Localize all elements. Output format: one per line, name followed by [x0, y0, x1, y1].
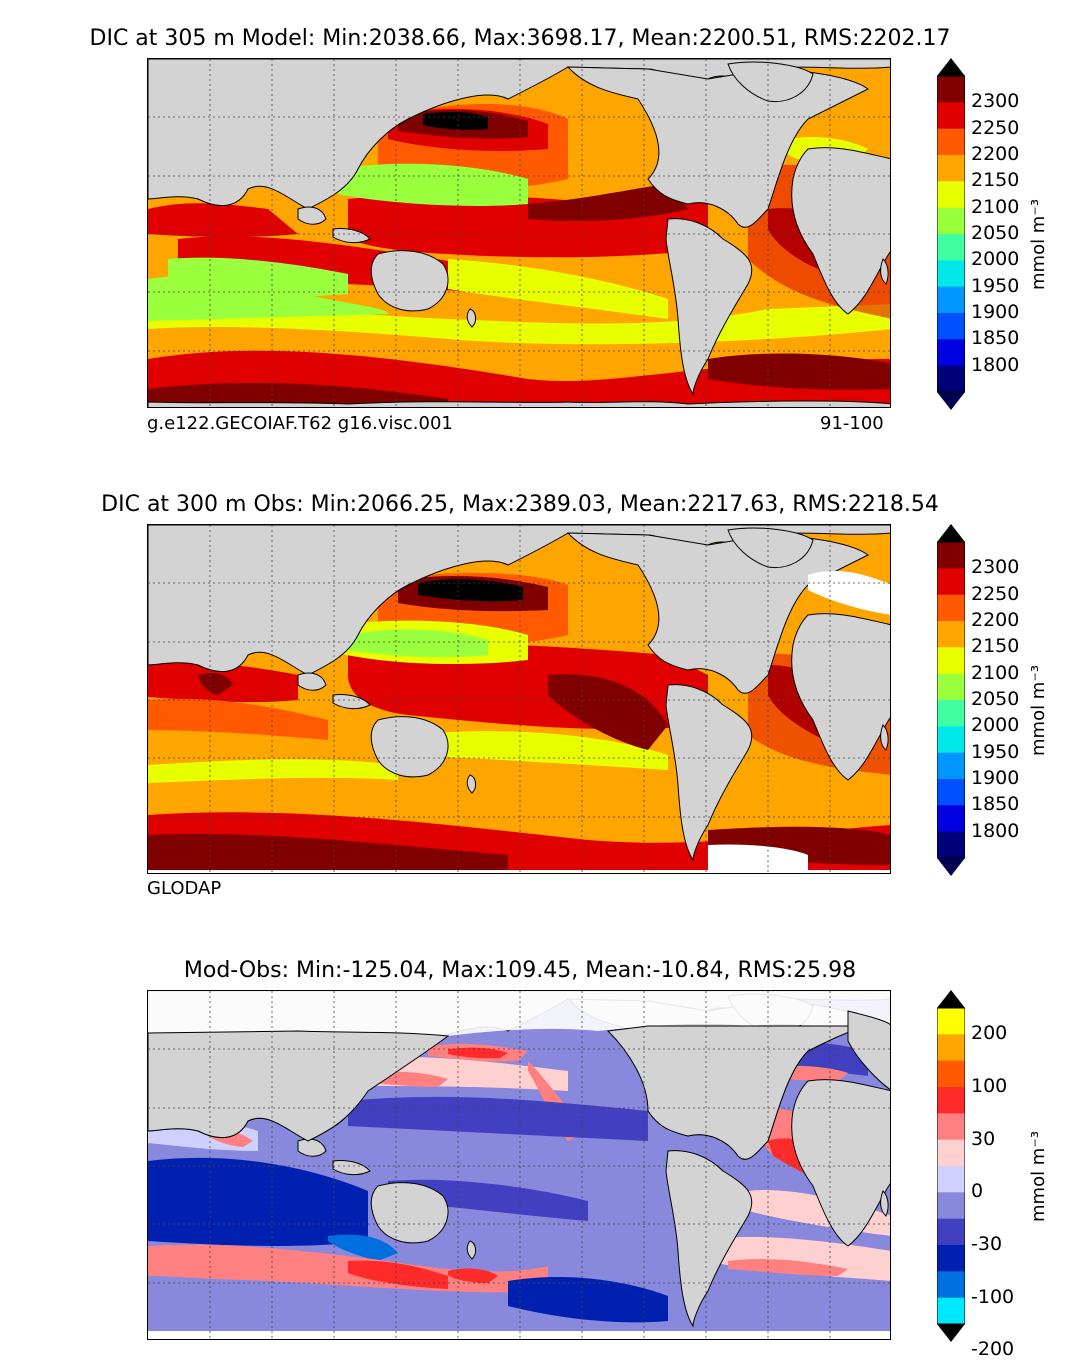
colorbar-swatch [937, 779, 965, 806]
colorbar-diff [936, 990, 966, 1342]
panel-title: DIC at 300 m Obs: Min:2066.25, Max:2389.… [101, 492, 939, 517]
colorbar-tick-label: 2200 [971, 143, 1020, 165]
colorbar-swatch [937, 181, 965, 209]
colorbar-tick-label: 2050 [971, 222, 1020, 244]
colorbar-tick-label: 2100 [971, 661, 1020, 684]
colorbar-over-triangle [937, 58, 965, 76]
colorbar-tick-label: 2000 [971, 248, 1020, 271]
colorbar-swatch [937, 1218, 965, 1246]
colorbar-swatch [937, 1192, 965, 1220]
colorbar-swatch [937, 542, 965, 569]
colorbar-tick-label: 100 [971, 1075, 1008, 1097]
colorbar-tick-label: -30 [971, 1233, 1003, 1255]
colorbar-tick-label: 1850 [971, 327, 1020, 350]
colorbar-swatch [937, 726, 965, 754]
caption-right: 91-100 [820, 413, 884, 434]
colorbar-tick-label: 1950 [971, 740, 1020, 763]
colorbar-tick-label: 2100 [971, 195, 1020, 218]
colorbar-tick-label: 2050 [971, 688, 1020, 710]
colorbar-swatch [937, 128, 965, 156]
colorbar-swatch [937, 1008, 965, 1035]
colorbar-tick-label: 1800 [971, 353, 1020, 376]
colorbar-tick-label: 1800 [971, 819, 1020, 842]
colorbar-swatch [937, 1139, 965, 1167]
colorbar-tick-label: 0 [971, 1180, 984, 1203]
colorbar-tick-label: 2250 [971, 582, 1020, 605]
colorbar-swatch [937, 1271, 965, 1299]
colorbar-tick-label: 1900 [971, 301, 1020, 323]
colorbar-under-triangle [937, 858, 965, 876]
colorbar-units: mmol m⁻³ [1028, 664, 1049, 756]
graticule [148, 59, 890, 407]
colorbar-swatches [936, 58, 966, 410]
colorbar-under-triangle [937, 1324, 965, 1342]
colorbar-units: mmol m⁻³ [1028, 1130, 1049, 1222]
colorbar-tick-label: 2150 [971, 169, 1020, 192]
colorbar-tick-label: 30 [971, 1127, 996, 1150]
colorbar-swatches [936, 990, 966, 1342]
colorbar-tick-label: 1850 [971, 793, 1020, 816]
colorbar-obs [936, 524, 966, 876]
colorbar-over-triangle [937, 990, 965, 1008]
colorbar-tick-label: 2250 [971, 116, 1020, 139]
colorbar-swatch [937, 673, 965, 701]
colorbar-swatch [937, 1087, 965, 1114]
colorbar-swatch [937, 234, 965, 261]
colorbar-swatch [937, 831, 965, 859]
colorbar-tick-label: -200 [971, 1338, 1015, 1361]
colorbar-swatch [937, 1297, 965, 1325]
colorbar-swatch [937, 339, 965, 367]
colorbar-tick-label: 1950 [971, 274, 1020, 297]
colorbar-swatch [937, 1060, 965, 1088]
colorbar-units: mmol m⁻³ [1028, 198, 1049, 290]
colorbar-swatch [937, 313, 965, 340]
colorbar-swatch [937, 621, 965, 648]
colorbar-swatch [937, 76, 965, 103]
colorbar-swatch [937, 155, 965, 182]
colorbar-swatch [937, 1166, 965, 1193]
panel-title: DIC at 305 m Model: Min:2038.66, Max:369… [89, 26, 951, 51]
colorbar-over-triangle [937, 524, 965, 542]
colorbar-swatch [937, 260, 965, 288]
colorbar-swatch [937, 568, 965, 596]
colorbar-swatch [937, 594, 965, 622]
map-obs [147, 524, 891, 874]
graticule [148, 991, 890, 1339]
colorbar-under-triangle [937, 392, 965, 410]
graticule [148, 525, 890, 873]
colorbar-tick-label: 2300 [971, 556, 1020, 579]
colorbar-swatch [937, 1113, 965, 1141]
colorbar-tick-label: 1900 [971, 767, 1020, 789]
colorbar-swatches [936, 524, 966, 876]
colorbar-tick-label: 2300 [971, 90, 1020, 113]
colorbar-model [936, 58, 966, 410]
colorbar-swatch [937, 1245, 965, 1272]
colorbar-swatch [937, 700, 965, 727]
caption-left: g.e122.GECOIAF.T62 g16.visc.001 [147, 413, 453, 434]
colorbar-swatch [937, 365, 965, 393]
colorbar-swatch [937, 647, 965, 675]
colorbar-swatch [937, 1034, 965, 1062]
colorbar-swatch [937, 286, 965, 314]
colorbar-swatch [937, 207, 965, 235]
caption-left: GLODAP [147, 878, 222, 899]
colorbar-tick-label: 2200 [971, 609, 1020, 631]
map-model [147, 58, 891, 408]
colorbar-swatch [937, 102, 965, 130]
colorbar-tick-label: -100 [971, 1285, 1015, 1308]
colorbar-swatch [937, 752, 965, 780]
map-diff [147, 990, 891, 1340]
colorbar-tick-label: 2000 [971, 714, 1020, 737]
colorbar-swatch [937, 805, 965, 833]
panel-title: Mod-Obs: Min:-125.04, Max:109.45, Mean:-… [183, 958, 857, 983]
colorbar-tick-label: 2150 [971, 635, 1020, 658]
colorbar-tick-label: 200 [971, 1022, 1008, 1045]
